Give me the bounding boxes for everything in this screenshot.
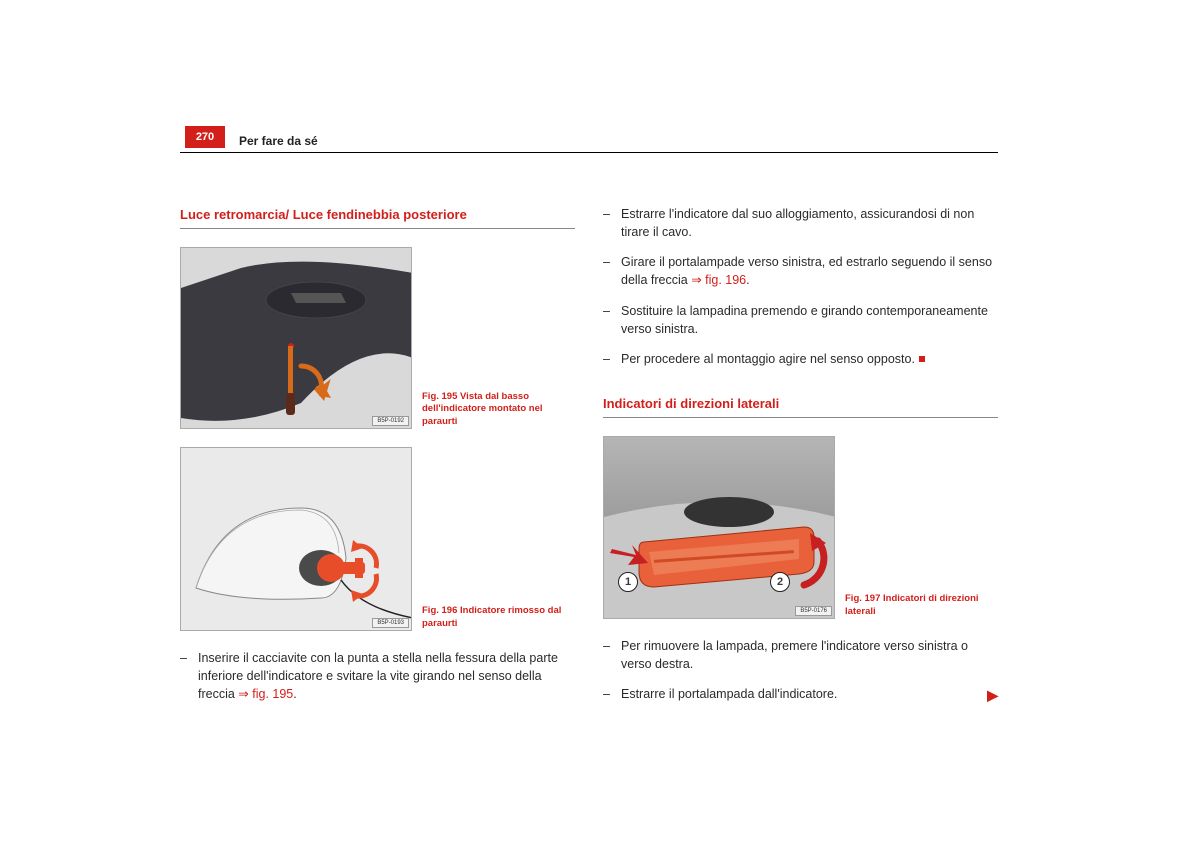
callout-2: 2 (770, 572, 790, 592)
left-step-1: Inserire il cacciavite con la punta a st… (180, 649, 575, 703)
figure-196-row: B5P-0193 Fig. 196 Indicatore rimosso dal… (180, 447, 575, 631)
right-step-7: Estrarre il portalampada dall'indicatore… (603, 685, 998, 703)
right-step-2: Estrarre l'indicatore dal suo alloggiame… (603, 205, 998, 241)
continue-arrow-icon: ▶ (987, 685, 998, 705)
section-title-left: Luce retromarcia/ Luce fendinebbia poste… (180, 207, 575, 229)
fig-195-ref: ⇒ fig. 195 (238, 687, 293, 701)
figure-196-caption: Fig. 196 Indicatore rimosso dal paraurti (422, 605, 562, 631)
left-steps-list: Inserire il cacciavite con la punta a st… (180, 649, 575, 703)
figure-197-image: B5P-0176 1 2 (603, 436, 835, 619)
right-step-6: Per rimuovere la lampada, premere l'indi… (603, 637, 998, 673)
right-step-5-text: Per procedere al montaggio agire nel sen… (621, 352, 915, 366)
right-step-4: Sostituire la lampadina premendo e giran… (603, 302, 998, 338)
fig-196-ref: ⇒ fig. 196 (691, 273, 746, 287)
left-step-1-end: . (293, 687, 296, 701)
figure-196-image: B5P-0193 (180, 447, 412, 631)
right-step-3: Girare il portalampade verso sinistra, e… (603, 253, 998, 289)
right-steps-list-1: Estrarre l'indicatore dal suo alloggiame… (603, 205, 998, 368)
page-number: 270 (185, 126, 225, 148)
left-column: Luce retromarcia/ Luce fendinebbia poste… (180, 207, 575, 715)
right-step-5: Per procedere al montaggio agire nel sen… (603, 350, 998, 368)
figure-195-image: B5P-0192 (180, 247, 412, 429)
end-square-icon (919, 356, 925, 362)
figure-195-row: B5P-0192 Fig. 195 Vista dal basso dell'i… (180, 247, 575, 429)
figure-196-id-label: B5P-0193 (372, 618, 409, 628)
right-step-7-text: Estrarre il portalampada dall'indicatore… (621, 687, 837, 701)
figure-197-caption: Fig. 197 Indicatori di direzioni lateral… (845, 593, 985, 619)
right-steps-list-2: Per rimuovere la lampada, premere l'indi… (603, 637, 998, 703)
figure-195-id-label: B5P-0192 (372, 416, 409, 426)
right-column: Estrarre l'indicatore dal suo alloggiame… (603, 207, 998, 715)
callout-1: 1 (618, 572, 638, 592)
figure-195-caption: Fig. 195 Vista dal basso dell'indicatore… (422, 391, 562, 429)
page-header: 270 Per fare da sé (180, 126, 998, 153)
right-step-3-text: Girare il portalampade verso sinistra, e… (621, 255, 992, 287)
figure-197-id-label: B5P-0176 (795, 606, 832, 616)
section-title-right: Indicatori di direzioni laterali (603, 396, 998, 418)
header-section-title: Per fare da sé (239, 134, 318, 148)
right-step-3-end: . (746, 273, 749, 287)
figure-197-row: B5P-0176 1 2 Fig. 197 Indicatori di dire… (603, 436, 998, 619)
content-columns: Luce retromarcia/ Luce fendinebbia poste… (180, 207, 998, 715)
